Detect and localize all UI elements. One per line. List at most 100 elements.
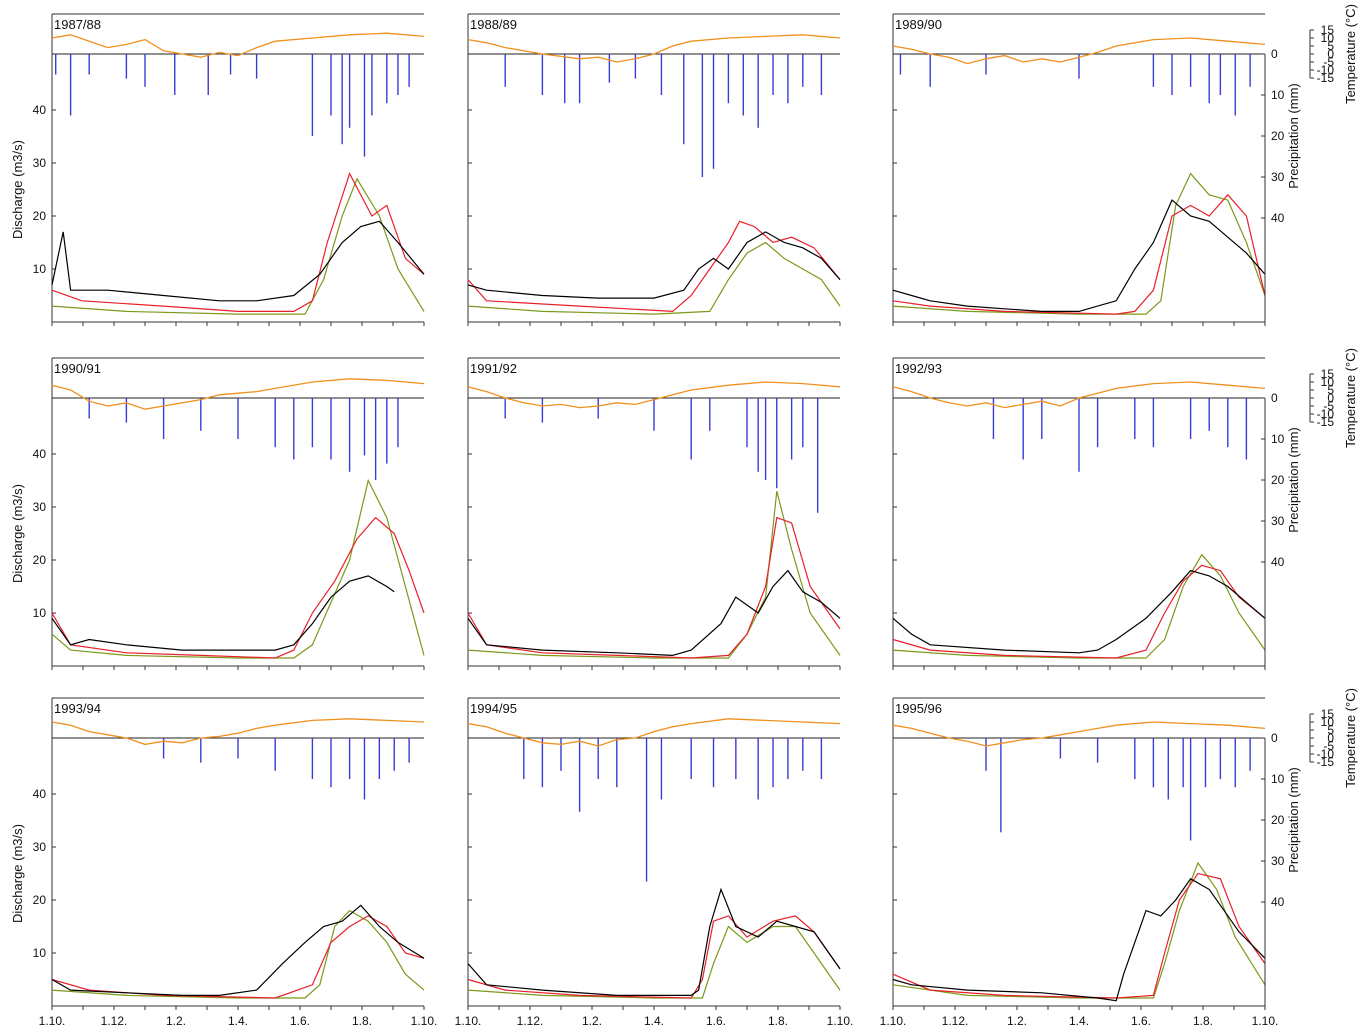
- temp-tick-label: -10: [1317, 63, 1335, 77]
- temp-tick-label: 0: [1327, 391, 1334, 405]
- y-tick-label: 10: [33, 946, 47, 960]
- simulated-discharge-a-line: [892, 193, 1266, 315]
- x-tick-label: 1.10.: [880, 1014, 907, 1027]
- y-tick-label: 30: [33, 500, 47, 514]
- x-tick-label: 1.12.: [942, 1014, 969, 1027]
- x-tick-label: 1.10.: [455, 1014, 482, 1027]
- panel-year-label: 1993/94: [54, 701, 101, 716]
- temp-tick-label: 10: [1321, 31, 1335, 45]
- temperature-line: [51, 378, 425, 410]
- temperature-line: [51, 718, 425, 746]
- y-tick-label: 10: [33, 262, 47, 276]
- simulated-discharge-b-line: [467, 925, 841, 999]
- temp-axis-title: Temperature (°C): [1343, 4, 1358, 104]
- temp-tick-label: 5: [1327, 39, 1334, 53]
- y-axis-title-discharge: Discharge (m3/s): [10, 484, 25, 583]
- temperature-line: [892, 721, 1266, 747]
- temp-tick-label: -5: [1323, 399, 1334, 413]
- x-tick-label: 1.4.: [644, 1014, 664, 1027]
- simulated-discharge-a-line: [51, 915, 425, 999]
- temp-tick-label: 10: [1321, 375, 1335, 389]
- observed-discharge-line: [467, 887, 841, 997]
- temperature-line: [467, 34, 841, 63]
- temp-axis-title: Temperature (°C): [1343, 688, 1358, 788]
- simulated-discharge-b-line: [467, 490, 841, 659]
- panel-2: 1988/89: [467, 13, 841, 326]
- y-tick-label: 20: [33, 893, 47, 907]
- y-axis-title-discharge: Discharge (m3/s): [10, 140, 25, 239]
- temperature-line: [892, 37, 1266, 65]
- y-tick-label: 20: [33, 553, 47, 567]
- panel-year-label: 1991/92: [470, 361, 517, 376]
- simulated-discharge-b-line: [892, 553, 1266, 659]
- y-tick-label: 10: [33, 606, 47, 620]
- precip-axis-title: Precipitation (mm): [1286, 767, 1301, 872]
- temp-tick-label: 5: [1327, 383, 1334, 397]
- panel-6: 1992/93: [892, 357, 1266, 670]
- x-tick-label: 1.4.: [228, 1014, 248, 1027]
- temp-tick-label: 0: [1327, 47, 1334, 61]
- panel-year-label: 1990/91: [54, 361, 101, 376]
- precip-tick-label: 30: [1271, 854, 1285, 868]
- temp-tick-label: -5: [1323, 739, 1334, 753]
- precip-tick-label: 40: [1271, 555, 1285, 569]
- precip-tick-label: 10: [1271, 432, 1285, 446]
- temperature-line: [467, 718, 841, 747]
- panel-year-label: 1988/89: [470, 17, 517, 32]
- temp-tick-label: 15: [1321, 23, 1335, 37]
- precip-axis-title: Precipitation (mm): [1286, 427, 1301, 532]
- temp-axis-title: Temperature (°C): [1343, 348, 1358, 448]
- simulated-discharge-b-line: [467, 241, 841, 315]
- panel-9: 1995/96: [892, 697, 1266, 1010]
- x-tick-label: 1.2.: [582, 1014, 602, 1027]
- temp-tick-label: -10: [1317, 407, 1335, 421]
- y-tick-label: 40: [33, 787, 47, 801]
- simulated-discharge-a-line: [892, 872, 1266, 999]
- x-tick-label: 1.8.: [1193, 1014, 1213, 1027]
- precip-tick-label: 0: [1271, 47, 1278, 61]
- simulated-discharge-a-line: [467, 220, 841, 313]
- y-tick-label: 40: [33, 103, 47, 117]
- x-tick-label: 1.2.: [166, 1014, 186, 1027]
- x-tick-label: 1.12.: [517, 1014, 544, 1027]
- precip-tick-label: 0: [1271, 391, 1278, 405]
- simulated-discharge-a-line: [467, 516, 841, 659]
- panel-year-label: 1994/95: [470, 701, 517, 716]
- x-tick-label: 1.10.: [39, 1014, 66, 1027]
- observed-discharge-line: [51, 575, 395, 651]
- x-tick-label: 1.8.: [768, 1014, 788, 1027]
- simulated-discharge-a-line: [51, 516, 425, 659]
- temp-tick-label: 15: [1321, 707, 1335, 721]
- observed-discharge-line: [51, 220, 425, 302]
- panel-5: 1991/92: [467, 357, 841, 670]
- bottom-axes-layer: 1.10. 1.12. 1.2. 1.4. 1.6. 1.8. 1.10. 1.10. 1.12…: [39, 1014, 1279, 1027]
- panel-year-label: 1989/90: [895, 17, 942, 32]
- x-tick-label: 1.10.: [1252, 1014, 1279, 1027]
- y-tick-label: 30: [33, 840, 47, 854]
- simulated-discharge-b-line: [892, 172, 1266, 315]
- temp-tick-label: -10: [1317, 747, 1335, 761]
- x-tick-label: 1.6.: [1131, 1014, 1151, 1027]
- temp-tick-label: 10: [1321, 715, 1335, 729]
- x-tick-label: 1.6.: [290, 1014, 310, 1027]
- temp-tick-label: 5: [1327, 723, 1334, 737]
- panel-4: 1990/91: [51, 357, 425, 670]
- y-tick-label: 20: [33, 209, 47, 223]
- observed-discharge-line: [892, 569, 1266, 654]
- y-tick-label: 30: [33, 156, 47, 170]
- simulated-discharge-b-line: [51, 177, 425, 315]
- temp-tick-label: -15: [1317, 71, 1335, 85]
- temperature-line: [467, 381, 841, 409]
- x-tick-label: 1.12.: [101, 1014, 128, 1027]
- panel-8: 1994/95: [467, 697, 841, 1010]
- precip-tick-label: 40: [1271, 895, 1285, 909]
- panel-3: 1989/90: [892, 13, 1266, 326]
- observed-discharge-line: [51, 904, 425, 997]
- observed-discharge-line: [467, 231, 841, 299]
- precip-axis-title: Precipitation (mm): [1286, 83, 1301, 188]
- x-tick-label: 1.2.: [1007, 1014, 1027, 1027]
- panels-layer: 1987/88 1988/89 1989/90 1990/91 1991/92 1992/…: [51, 13, 1266, 1010]
- left-axes-layer: 10 20 30 40 Discharge (m3/s) 10 20 30 40 Discharg…: [10, 103, 46, 960]
